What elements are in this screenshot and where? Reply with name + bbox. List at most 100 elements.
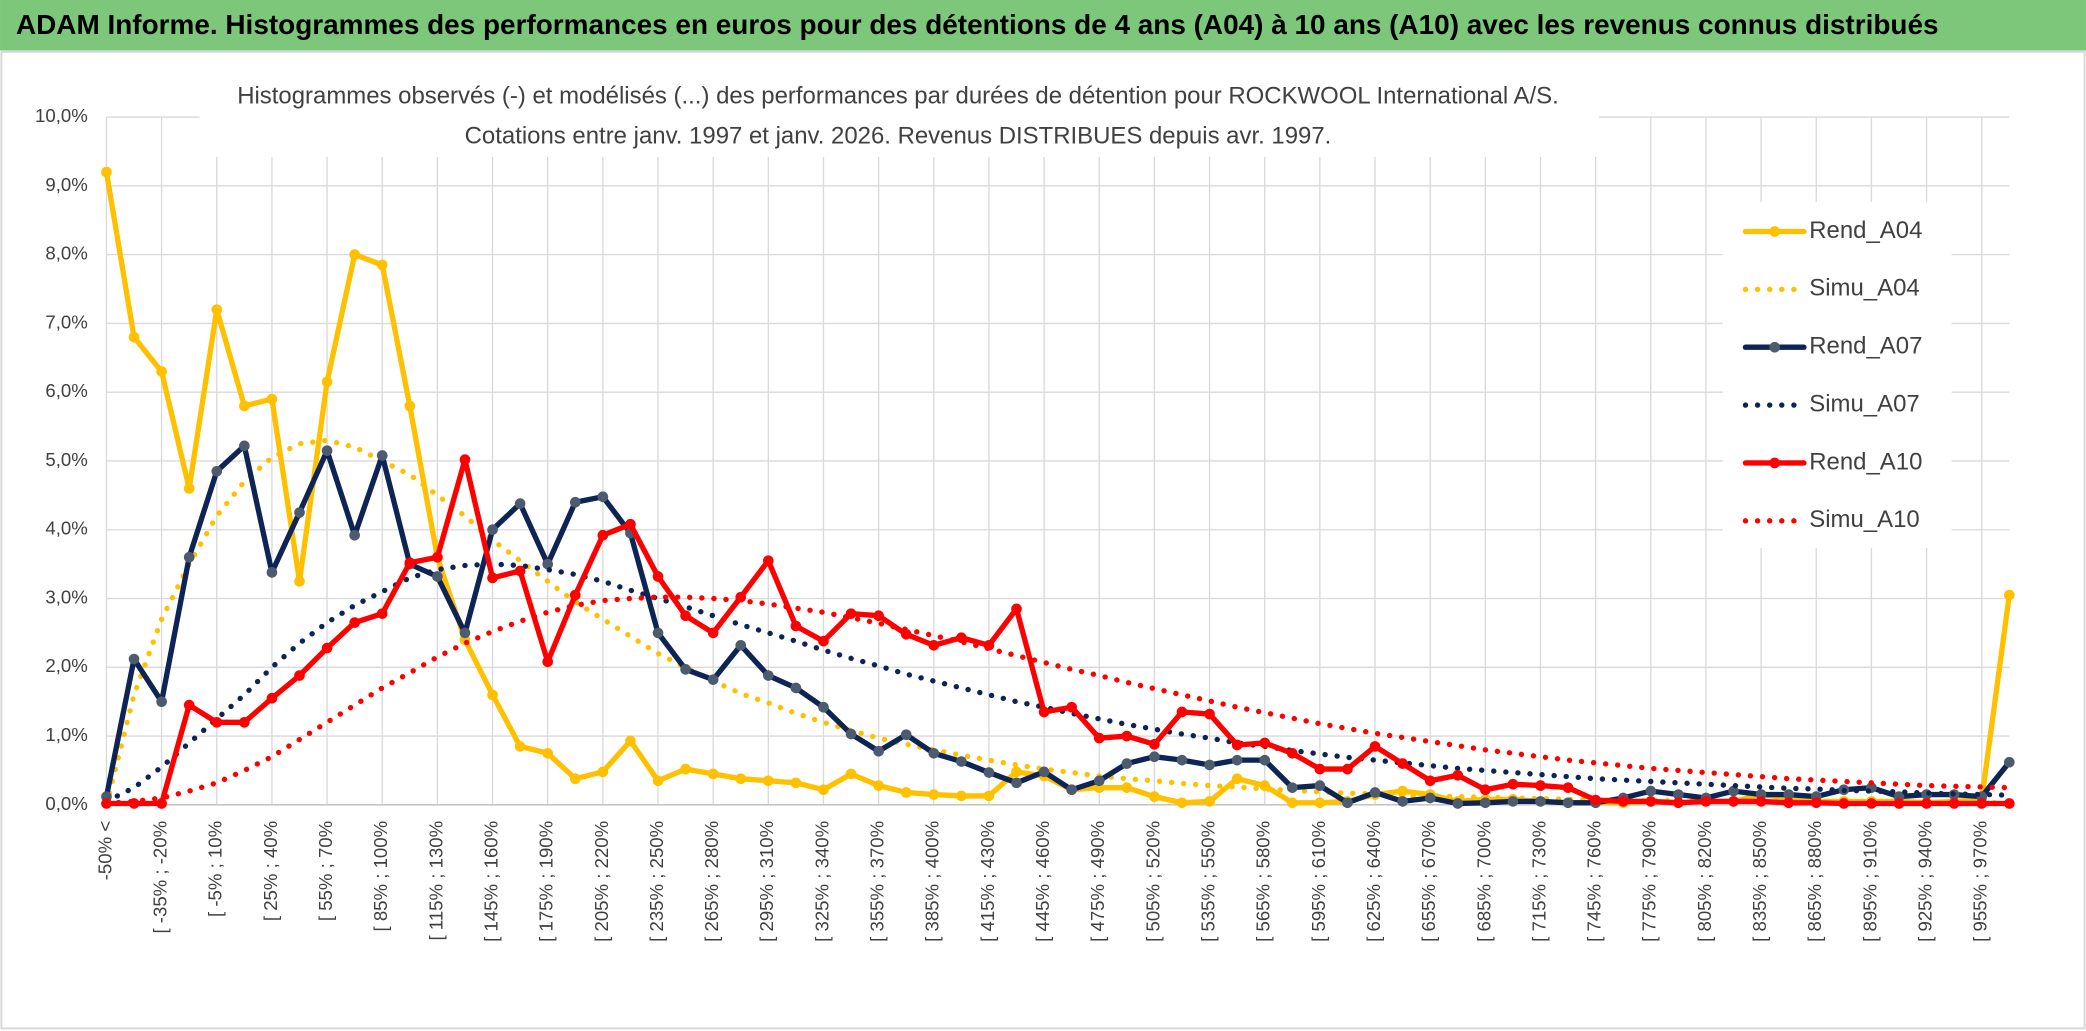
- y-tick-label: 9,0%: [45, 174, 87, 195]
- x-tick-label: -50% <: [94, 821, 115, 880]
- data-point: [1507, 796, 1519, 807]
- data-point: [1259, 737, 1271, 749]
- x-tick-label: [ 205% ; 220%: [591, 821, 612, 942]
- data-point: [321, 445, 333, 456]
- data-point: [707, 674, 719, 685]
- x-tick-label: [ 385% ; 400%: [922, 821, 943, 942]
- data-point: [1342, 763, 1353, 775]
- data-point: [1783, 797, 1795, 809]
- legend-box: [1722, 202, 1952, 549]
- data-point: [873, 610, 884, 622]
- data-point: [1590, 794, 1601, 806]
- legend-label: Rend_A07: [1809, 333, 1922, 360]
- data-point: [1176, 706, 1188, 718]
- data-point: [1038, 706, 1050, 718]
- data-point: [1011, 603, 1022, 615]
- data-point: [1369, 787, 1381, 798]
- data-point: [376, 450, 388, 461]
- data-point: [156, 798, 167, 809]
- data-point: [1755, 796, 1767, 807]
- legend-label: Simu_A04: [1809, 275, 1919, 302]
- data-point: [625, 518, 636, 530]
- data-point: [1562, 797, 1574, 809]
- legend-label: Simu_A07: [1809, 390, 1919, 417]
- data-point: [1673, 797, 1684, 809]
- data-point: [294, 507, 305, 518]
- data-point: [1645, 796, 1657, 807]
- data-point: [211, 304, 223, 315]
- header-title: ADAM Informe. Histogrammes des performan…: [16, 9, 1939, 40]
- data-point: [735, 773, 747, 785]
- data-point: [542, 747, 554, 759]
- data-point: [900, 729, 912, 741]
- data-point: [1149, 751, 1160, 763]
- data-point: [514, 565, 526, 577]
- data-point: [1286, 747, 1298, 759]
- data-point: [818, 635, 829, 647]
- data-point: [707, 627, 719, 639]
- data-point: [707, 768, 719, 780]
- data-point: [1204, 759, 1215, 771]
- data-point: [1093, 775, 1105, 787]
- data-point: [1204, 708, 1215, 720]
- data-point: [928, 789, 940, 800]
- x-tick-label: [ 745% ; 760%: [1584, 821, 1605, 942]
- chart-title: Histogrammes observés (-) et modélisés (…: [237, 82, 1559, 109]
- data-point: [2003, 798, 2015, 809]
- legend-marker: [1769, 341, 1780, 353]
- data-point: [790, 682, 802, 694]
- data-point: [1535, 796, 1546, 807]
- data-point: [569, 589, 581, 601]
- data-point: [845, 768, 857, 780]
- data-point: [487, 524, 498, 536]
- x-tick-label: [ 805% ; 820%: [1694, 821, 1715, 942]
- data-point: [652, 627, 664, 639]
- x-tick-label: [ 475% ; 490%: [1087, 821, 1108, 942]
- data-point: [514, 741, 526, 752]
- header-bar: [0, 0, 2086, 51]
- x-tick-label: [ 235% ; 250%: [646, 821, 667, 942]
- data-point: [156, 696, 167, 707]
- legend-marker: [1769, 457, 1780, 469]
- data-point: [1921, 798, 1932, 809]
- data-point: [735, 639, 747, 651]
- data-point: [873, 780, 884, 791]
- x-tick-label: [ 535% ; 550%: [1197, 821, 1218, 942]
- x-tick-label: [ 325% ; 340%: [811, 821, 832, 942]
- x-tick-label: [ 625% ; 640%: [1363, 821, 1384, 942]
- data-point: [1397, 758, 1408, 769]
- data-point: [432, 551, 443, 563]
- data-point: [128, 653, 140, 665]
- x-tick-label: [ 295% ; 310%: [756, 821, 777, 942]
- x-tick-label: [ 595% ; 610%: [1308, 821, 1329, 942]
- data-point: [1783, 789, 1795, 800]
- data-point: [1149, 791, 1160, 802]
- data-point: [1011, 777, 1022, 789]
- y-tick-label: 1,0%: [45, 724, 87, 745]
- data-point: [542, 656, 554, 668]
- data-point: [128, 331, 140, 343]
- chart-subtitle: Cotations entre janv. 1997 et janv. 2026…: [465, 122, 1332, 149]
- data-point: [239, 716, 250, 728]
- data-point: [514, 498, 526, 509]
- data-point: [1617, 796, 1629, 807]
- x-tick-label: [ -5% ; 10%: [205, 821, 226, 917]
- data-point: [845, 728, 857, 740]
- y-tick-label: 3,0%: [45, 586, 87, 607]
- x-tick-label: [ 85% ; 100%: [370, 821, 391, 932]
- data-point: [211, 465, 223, 477]
- y-tick-label: 5,0%: [45, 449, 87, 470]
- data-point: [459, 454, 471, 465]
- data-point: [1810, 797, 1822, 809]
- data-point: [1066, 784, 1077, 796]
- data-point: [1121, 758, 1133, 769]
- data-point: [1452, 798, 1464, 809]
- data-point: [983, 790, 995, 802]
- data-point: [597, 491, 609, 503]
- data-point: [542, 558, 554, 570]
- data-point: [873, 745, 884, 757]
- data-point: [487, 689, 498, 701]
- data-point: [1424, 792, 1436, 804]
